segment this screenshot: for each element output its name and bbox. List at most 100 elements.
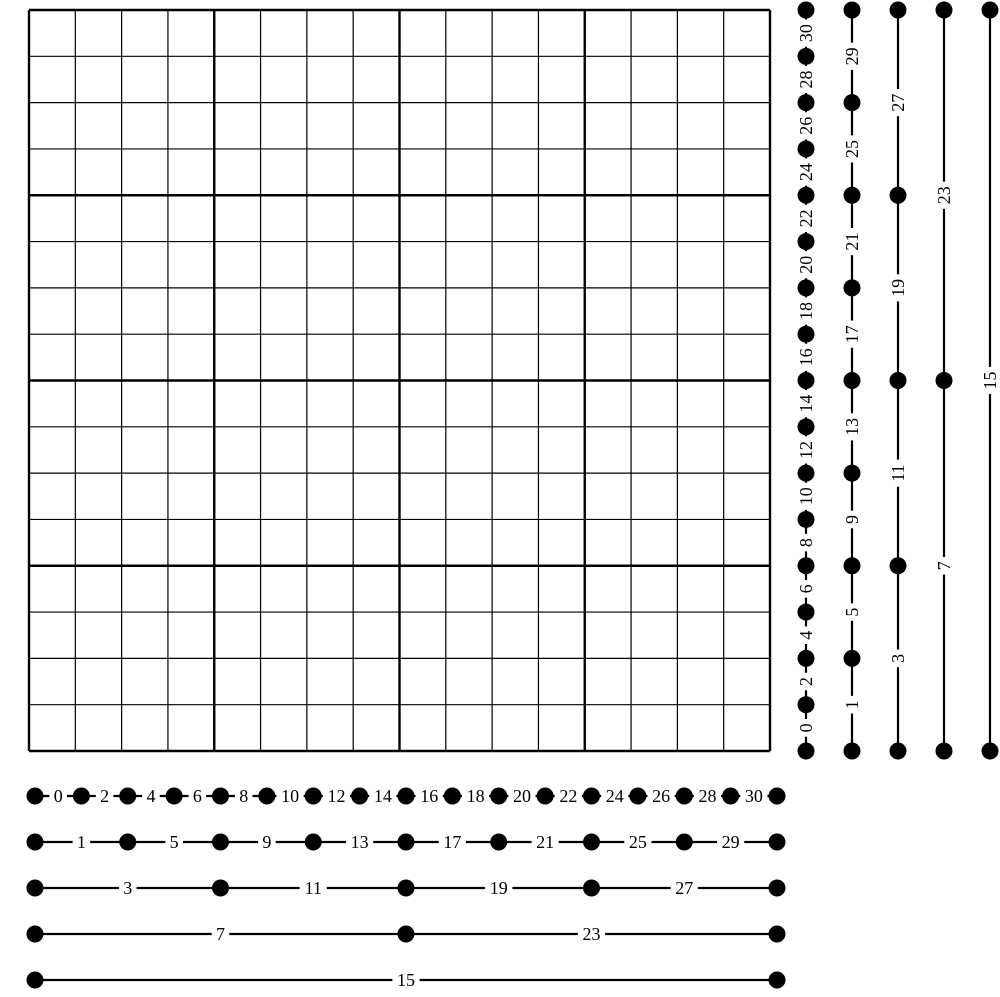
level-node — [398, 926, 415, 943]
level-label: 20 — [796, 256, 816, 274]
level-node — [27, 834, 44, 851]
level-node — [258, 788, 275, 805]
level-label: 7 — [934, 561, 954, 570]
level-label: 23 — [934, 186, 954, 204]
level-node — [629, 788, 646, 805]
level-label: 14 — [796, 395, 816, 413]
level-node — [212, 880, 229, 897]
level-label: 13 — [351, 832, 369, 852]
level-label: 1 — [77, 832, 86, 852]
level-label: 3 — [888, 654, 908, 663]
level-label: 9 — [262, 832, 271, 852]
level-label: 15 — [397, 970, 415, 990]
level-node — [844, 557, 861, 574]
level-label: 0 — [796, 723, 816, 732]
level-label: 8 — [796, 538, 816, 547]
level-label: 27 — [888, 94, 908, 112]
level-node — [798, 2, 815, 19]
level-node — [982, 743, 999, 760]
level-label: 30 — [796, 24, 816, 42]
level-node — [890, 187, 907, 204]
level-label: 16 — [420, 786, 438, 806]
level-node — [844, 187, 861, 204]
level-label: 3 — [123, 878, 132, 898]
level-node — [890, 743, 907, 760]
level-node — [844, 279, 861, 296]
level-node — [769, 972, 786, 989]
level-label: 6 — [796, 584, 816, 593]
level-label: 15 — [980, 372, 1000, 390]
level-node — [890, 2, 907, 19]
level-node — [27, 926, 44, 943]
level-node — [936, 2, 953, 19]
level-node — [798, 94, 815, 111]
level-label: 25 — [629, 832, 647, 852]
level-label: 29 — [722, 832, 740, 852]
level-label: 22 — [559, 786, 577, 806]
level-label: 8 — [239, 786, 248, 806]
level-label: 19 — [490, 878, 508, 898]
level-node — [798, 743, 815, 760]
level-node — [212, 788, 229, 805]
level-node — [212, 834, 229, 851]
level-label: 24 — [606, 786, 624, 806]
level-node — [844, 372, 861, 389]
level-label: 17 — [443, 832, 461, 852]
level-node — [119, 834, 136, 851]
level-node — [844, 2, 861, 19]
level-node — [769, 788, 786, 805]
level-node — [73, 788, 90, 805]
level-node — [798, 48, 815, 65]
level-node — [844, 650, 861, 667]
level-label: 9 — [842, 515, 862, 524]
level-node — [798, 372, 815, 389]
grid — [29, 10, 770, 751]
level-node — [27, 880, 44, 897]
level-node — [351, 788, 368, 805]
level-label: 24 — [796, 163, 816, 181]
level-node — [798, 696, 815, 713]
horizontal-levels: 0246810121416182022242628301591317212529… — [27, 786, 786, 990]
level-node — [166, 788, 183, 805]
level-node — [769, 834, 786, 851]
level-node — [119, 788, 136, 805]
level-label: 25 — [842, 140, 862, 158]
level-label: 18 — [467, 786, 485, 806]
level-node — [769, 926, 786, 943]
level-node — [676, 788, 693, 805]
level-label: 6 — [193, 786, 202, 806]
level-node — [398, 834, 415, 851]
level-node — [27, 972, 44, 989]
level-label: 14 — [374, 786, 392, 806]
level-label: 21 — [536, 832, 554, 852]
level-node — [844, 465, 861, 482]
level-label: 26 — [652, 786, 670, 806]
level-label: 13 — [842, 418, 862, 436]
level-label: 12 — [796, 441, 816, 459]
level-label: 5 — [842, 608, 862, 617]
level-node — [798, 511, 815, 528]
level-node — [27, 788, 44, 805]
level-label: 20 — [513, 786, 531, 806]
level-node — [982, 2, 999, 19]
level-label: 23 — [583, 924, 601, 944]
level-label: 10 — [281, 786, 299, 806]
level-label: 2 — [796, 677, 816, 686]
level-node — [490, 834, 507, 851]
level-label: 16 — [796, 348, 816, 366]
level-node — [798, 418, 815, 435]
level-label: 22 — [796, 209, 816, 227]
level-node — [305, 834, 322, 851]
level-node — [676, 834, 693, 851]
level-node — [936, 743, 953, 760]
level-label: 28 — [698, 786, 716, 806]
level-node — [936, 372, 953, 389]
level-label: 0 — [54, 786, 63, 806]
level-label: 27 — [675, 878, 693, 898]
level-label: 21 — [842, 233, 862, 251]
level-node — [798, 557, 815, 574]
level-label: 4 — [146, 786, 155, 806]
level-node — [583, 788, 600, 805]
level-label: 2 — [100, 786, 109, 806]
level-label: 17 — [842, 325, 862, 343]
